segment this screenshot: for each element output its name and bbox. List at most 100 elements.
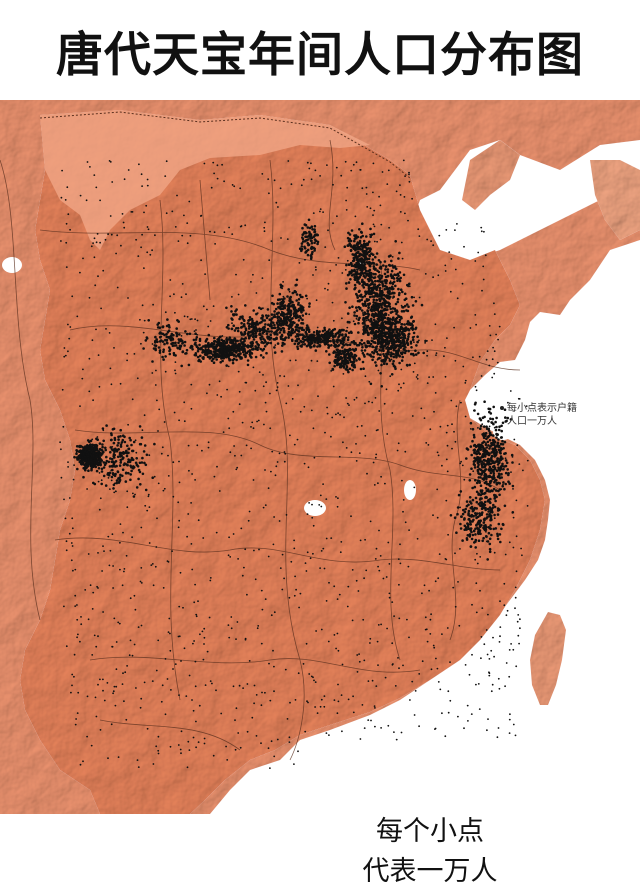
population-dot — [509, 713, 511, 716]
population-dot — [453, 326, 455, 329]
population-dot — [503, 604, 506, 607]
population-dot — [169, 745, 172, 748]
population-dot — [508, 675, 511, 678]
population-dot — [61, 169, 63, 172]
population-dot — [473, 466, 477, 469]
population-dot — [489, 518, 492, 522]
population-dot — [212, 357, 215, 361]
population-dot — [504, 482, 508, 486]
lake-west — [2, 257, 22, 273]
population-dot — [264, 323, 267, 326]
population-dot — [77, 633, 79, 636]
population-dot — [358, 653, 360, 655]
population-dot — [131, 449, 135, 453]
population-dot — [411, 680, 414, 683]
population-dot — [475, 683, 477, 686]
population-dot — [359, 236, 363, 239]
population-dot — [332, 338, 335, 342]
population-dot — [309, 340, 312, 344]
population-dot — [437, 681, 440, 683]
population-dot — [363, 263, 367, 266]
population-dot — [275, 201, 278, 204]
population-dot — [498, 533, 502, 536]
population-dot — [278, 452, 281, 455]
population-dot — [363, 300, 367, 303]
population-dot — [342, 366, 346, 369]
population-dot — [505, 461, 509, 465]
population-dot — [357, 318, 361, 321]
population-dot — [498, 493, 501, 497]
population-dot — [482, 506, 486, 509]
population-dot — [380, 297, 383, 300]
population-dot — [151, 476, 154, 480]
population-dot — [488, 550, 492, 554]
population-dot — [337, 649, 340, 652]
population-dot — [245, 381, 248, 384]
population-dot — [378, 410, 381, 412]
population-dot — [201, 356, 204, 360]
population-dot — [270, 470, 272, 473]
population-dot — [193, 640, 196, 642]
population-dot — [454, 552, 456, 555]
population-dot — [137, 468, 141, 472]
population-dot — [345, 282, 348, 285]
population-dot — [213, 475, 216, 478]
population-dot — [377, 259, 381, 262]
population-dot — [250, 447, 253, 450]
population-dot — [299, 304, 302, 307]
population-dot — [312, 331, 316, 334]
population-dot — [110, 233, 113, 236]
population-dot — [378, 340, 382, 343]
population-dot — [489, 445, 492, 448]
population-dot — [382, 352, 385, 356]
population-dot — [111, 533, 114, 536]
population-dot — [287, 160, 290, 162]
population-dot — [411, 352, 415, 356]
population-dot — [407, 284, 410, 288]
population-dot — [362, 282, 366, 286]
population-dot — [396, 298, 400, 301]
population-dot — [386, 268, 390, 271]
population-dot — [477, 463, 480, 467]
population-dot — [113, 685, 116, 688]
population-dot — [204, 684, 207, 686]
population-dot — [116, 444, 119, 447]
population-dot — [110, 448, 114, 451]
population-dot — [390, 324, 393, 327]
population-dot — [304, 250, 308, 254]
population-dot — [361, 704, 364, 706]
population-dot — [428, 376, 430, 378]
population-dot — [297, 672, 300, 675]
population-dot — [255, 694, 258, 696]
population-dot — [79, 763, 82, 766]
population-dot — [388, 563, 391, 565]
population-dot — [110, 432, 113, 435]
population-dot — [497, 489, 500, 493]
population-dot — [388, 302, 391, 305]
population-dot — [436, 516, 439, 519]
population-dot — [315, 630, 317, 632]
population-dot — [399, 276, 403, 280]
population-dot — [318, 504, 321, 506]
population-dot — [332, 385, 335, 388]
population-dot — [95, 437, 98, 441]
population-dot — [344, 354, 347, 358]
population-dot — [493, 426, 496, 429]
population-dot — [488, 469, 492, 472]
population-dot — [486, 540, 490, 543]
population-dot — [343, 245, 347, 248]
population-dot — [192, 736, 195, 739]
population-dot — [150, 564, 153, 566]
population-dot — [350, 341, 354, 344]
population-dot — [344, 333, 348, 336]
population-dot — [474, 385, 477, 388]
population-dot — [336, 348, 340, 351]
population-dot — [474, 546, 478, 549]
population-dot — [475, 611, 478, 614]
population-dot — [155, 546, 158, 548]
population-dot — [88, 296, 91, 299]
population-dot — [475, 582, 478, 585]
population-dot — [516, 620, 519, 623]
population-dot — [228, 636, 231, 639]
population-dot — [379, 260, 382, 264]
